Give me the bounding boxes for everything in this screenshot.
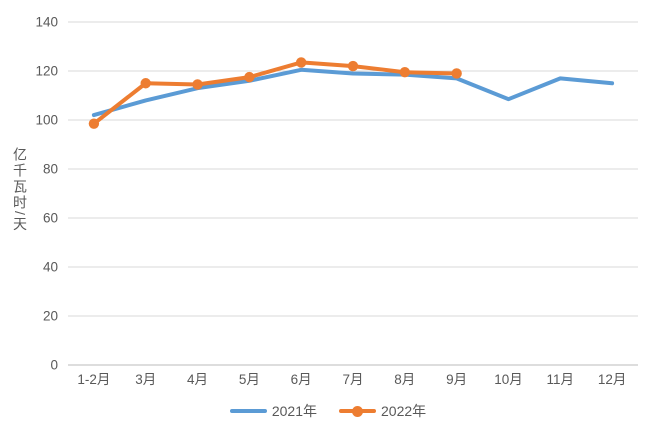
series-line-2021年 <box>91 67 615 118</box>
x-tick-label: 3月 <box>135 372 156 387</box>
y-tick-label: 20 <box>43 309 58 324</box>
legend-item-2021: 2021年 <box>229 401 317 421</box>
legend-marker-dot-2022 <box>352 405 363 417</box>
x-tick-label: 5月 <box>239 372 260 387</box>
y-tick-label: 40 <box>43 260 58 275</box>
series-marker-2022年 <box>347 60 359 72</box>
series-line-2022年 <box>91 60 459 126</box>
y-tick-label: 60 <box>43 211 58 226</box>
series-marker-2022年 <box>192 79 203 90</box>
series-marker-2022年 <box>88 118 100 129</box>
x-tick-label: 4月 <box>187 372 208 387</box>
legend-label-2021: 2021年 <box>271 403 317 419</box>
x-tick-label: 9月 <box>446 372 467 387</box>
legend-item-2022: 2022年 <box>339 401 426 421</box>
y-tick-label: 0 <box>50 358 58 373</box>
y-axis-title: 亿千瓦时/天 <box>12 147 28 233</box>
series-marker-2022年 <box>244 71 255 83</box>
y-tick-label: 120 <box>35 64 58 79</box>
legend-line-swatch-2021 <box>229 409 267 413</box>
y-tick-label: 80 <box>43 162 58 177</box>
x-tick-label: 7月 <box>342 372 363 387</box>
series-marker-2022年 <box>140 78 151 89</box>
series-marker-2022年 <box>399 67 411 78</box>
y-tick-label: 140 <box>35 15 58 30</box>
chart-legend: 2021年 2022年 <box>0 401 656 421</box>
x-tick-label: 11月 <box>547 372 575 387</box>
series-marker-2022年 <box>451 68 462 79</box>
legend-label-2022: 2022年 <box>381 403 427 419</box>
legend-line-swatch-2022 <box>339 405 376 417</box>
x-tick-label: 1-2月 <box>77 372 110 387</box>
x-tick-label: 8月 <box>394 372 415 387</box>
x-tick-label: 12月 <box>598 372 627 387</box>
x-tick-label: 6月 <box>291 372 312 387</box>
x-tick-label: 10月 <box>494 372 523 387</box>
series-marker-2022年 <box>295 57 307 68</box>
y-tick-label: 100 <box>35 113 58 128</box>
